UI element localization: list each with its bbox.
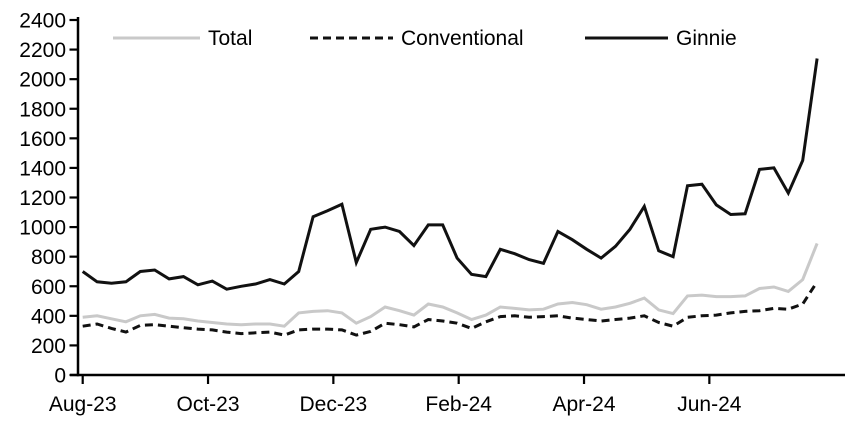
- y-axis-tick-label: 1800: [19, 98, 66, 121]
- plot-series: [81, 58, 819, 337]
- legend-label-ginnie: Ginnie: [676, 27, 737, 50]
- ginnie-line: [81, 58, 819, 291]
- x-axis-tick-label: Apr-24: [553, 393, 616, 416]
- legend-label-total: Total: [208, 27, 252, 50]
- y-axis-tick-label: 2000: [19, 69, 66, 92]
- y-axis-tick-label: 2200: [19, 39, 66, 62]
- y-axis-tick-label: 800: [31, 246, 66, 269]
- y-axis-tick-label: 1600: [19, 128, 66, 151]
- y-axis-tick-label: 0: [54, 365, 66, 388]
- x-axis-tick-label: Aug-23: [49, 393, 117, 416]
- y-axis-tick-label: 1200: [19, 187, 66, 210]
- y-axis-tick-label: 2400: [19, 10, 66, 33]
- x-axis-tick-label: Oct-23: [177, 393, 240, 416]
- y-axis-tick-label: 400: [31, 305, 66, 328]
- total-line: [82, 242, 819, 328]
- legend: Total Conventional Ginnie: [113, 27, 737, 50]
- conventional-line: [82, 280, 819, 337]
- y-axis-tick-label: 1400: [19, 157, 66, 180]
- y-axis-tick-label: 1000: [19, 217, 66, 240]
- y-axis-tick-label: 600: [31, 276, 66, 299]
- y-axis-tick-label: 200: [31, 335, 66, 358]
- axes: 0 200 400 600 800 1000 1200 1400 1600 1800 2000 220…: [19, 10, 845, 416]
- x-axis-tick-label: Feb-24: [425, 393, 492, 416]
- legend-label-conventional: Conventional: [401, 27, 524, 50]
- x-axis-tick-label: Jun-24: [677, 393, 742, 416]
- x-axis-tick-label: Dec-23: [300, 393, 368, 416]
